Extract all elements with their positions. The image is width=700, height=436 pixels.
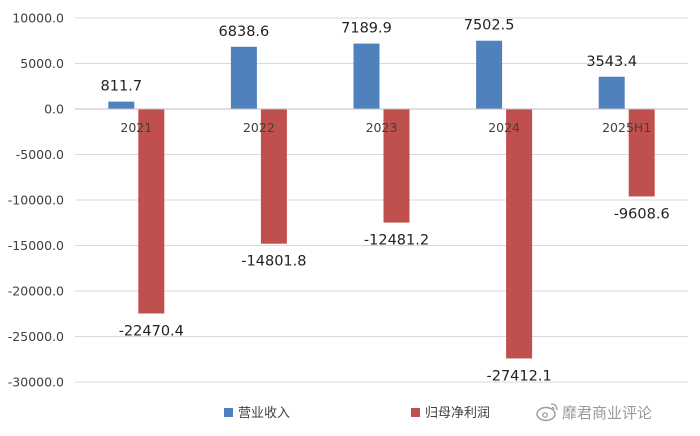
bar-net-profit xyxy=(260,109,287,244)
bar-net-profit xyxy=(506,109,533,359)
y-axis-ticks: 10000.0 5000.0 0.0 -5000.0 -10000.0 -15000.0 -… xyxy=(8,11,64,390)
x-category-label: 2025H1 xyxy=(602,120,651,135)
bar-revenue xyxy=(108,101,135,109)
legend-swatch-net-profit xyxy=(411,408,420,417)
y-tick-label: 0.0 xyxy=(44,102,64,117)
data-label-revenue: 7189.9 xyxy=(341,21,392,37)
data-label-net-profit: -22470.4 xyxy=(119,323,184,339)
legend-swatch-revenue xyxy=(224,408,233,417)
y-tick-label: -15000.0 xyxy=(8,238,64,253)
y-tick-label: 10000.0 xyxy=(12,11,64,26)
bar-revenue xyxy=(353,43,380,109)
y-tick-label: -30000.0 xyxy=(8,375,64,390)
x-category-label: 2023 xyxy=(366,120,398,135)
data-labels: 811.7 -22470.4 6838.6 -14801.8 7189.9 -12481.… xyxy=(101,18,670,385)
legend-label-net-profit: 归母净利润 xyxy=(425,406,490,421)
y-tick-label: -25000.0 xyxy=(8,329,64,344)
y-tick-label: 5000.0 xyxy=(20,56,64,71)
data-label-revenue: 6838.6 xyxy=(219,24,270,40)
x-category-label: 2024 xyxy=(488,120,520,135)
x-category-label: 2021 xyxy=(120,120,152,135)
legend: 营业收入 归母净利润 xyxy=(224,406,490,421)
y-tick-label: -10000.0 xyxy=(8,193,64,208)
y-tick-label: -5000.0 xyxy=(16,147,64,162)
y-tick-label: -20000.0 xyxy=(8,284,64,299)
watermark: 靡君商业评论 xyxy=(536,403,652,422)
data-label-net-profit: -12481.2 xyxy=(364,233,429,249)
data-label-revenue: 7502.5 xyxy=(464,18,515,34)
bar-revenue xyxy=(598,76,625,109)
bar-net-profit xyxy=(383,109,410,223)
legend-label-revenue: 营业收入 xyxy=(238,406,290,421)
x-axis-categories: 2021 2022 2023 2024 2025H1 xyxy=(120,120,651,135)
bar-revenue xyxy=(476,40,503,109)
weibo-icon xyxy=(536,403,558,422)
bar-net-profit xyxy=(138,109,165,314)
gridlines xyxy=(75,17,688,383)
data-label-net-profit: -9608.6 xyxy=(614,206,670,222)
watermark-text: 靡君商业评论 xyxy=(562,404,652,422)
data-label-net-profit: -27412.1 xyxy=(486,368,551,384)
data-label-revenue: 811.7 xyxy=(101,79,143,95)
bars xyxy=(108,40,655,359)
bar-revenue xyxy=(230,46,257,109)
data-label-net-profit: -14801.8 xyxy=(241,254,306,270)
data-label-revenue: 3543.4 xyxy=(586,54,637,70)
bar-net-profit xyxy=(628,109,655,197)
x-category-label: 2022 xyxy=(243,120,275,135)
